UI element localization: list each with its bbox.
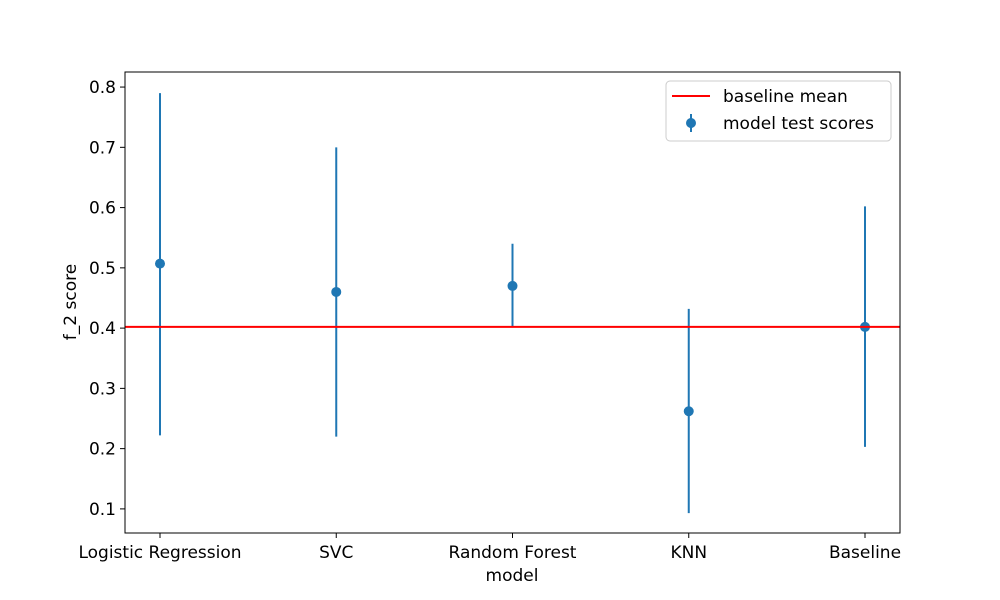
y-tick-label: 0.3 bbox=[89, 379, 116, 399]
x-tick-label: Baseline bbox=[829, 543, 901, 563]
y-tick-label: 0.1 bbox=[89, 500, 116, 520]
legend-series-marker bbox=[686, 118, 696, 128]
legend-series-label: model test scores bbox=[723, 114, 874, 134]
x-tick-label: KNN bbox=[670, 543, 707, 563]
plot-area bbox=[125, 93, 900, 514]
legend: baseline mean model test scores bbox=[665, 80, 892, 142]
x-axis-ticks: Logistic Regression SVC Random Forest KNN Ba… bbox=[78, 533, 901, 563]
x-tick-label: Logistic Regression bbox=[78, 543, 241, 563]
y-tick-label: 0.8 bbox=[89, 78, 116, 98]
x-tick-label: SVC bbox=[319, 543, 353, 563]
y-axis-label: f_2 score bbox=[61, 264, 81, 340]
y-tick-label: 0.7 bbox=[89, 138, 116, 158]
legend-reference-label: baseline mean bbox=[723, 87, 848, 107]
x-axis-label: model bbox=[486, 566, 539, 586]
y-tick-label: 0.5 bbox=[89, 259, 116, 279]
y-tick-label: 0.4 bbox=[89, 319, 116, 339]
y-axis-ticks: 0.1 0.2 0.3 0.4 0.5 0.6 0.7 0.8 bbox=[89, 78, 125, 520]
data-point bbox=[155, 258, 165, 269]
legend-box bbox=[665, 80, 892, 142]
y-tick-label: 0.6 bbox=[89, 199, 116, 219]
x-tick-label: Random Forest bbox=[449, 543, 577, 563]
data-point bbox=[331, 286, 342, 297]
plot-frame bbox=[124, 71, 901, 534]
y-tick-label: 0.2 bbox=[89, 440, 116, 460]
data-point bbox=[683, 406, 694, 417]
data-point bbox=[507, 280, 518, 291]
